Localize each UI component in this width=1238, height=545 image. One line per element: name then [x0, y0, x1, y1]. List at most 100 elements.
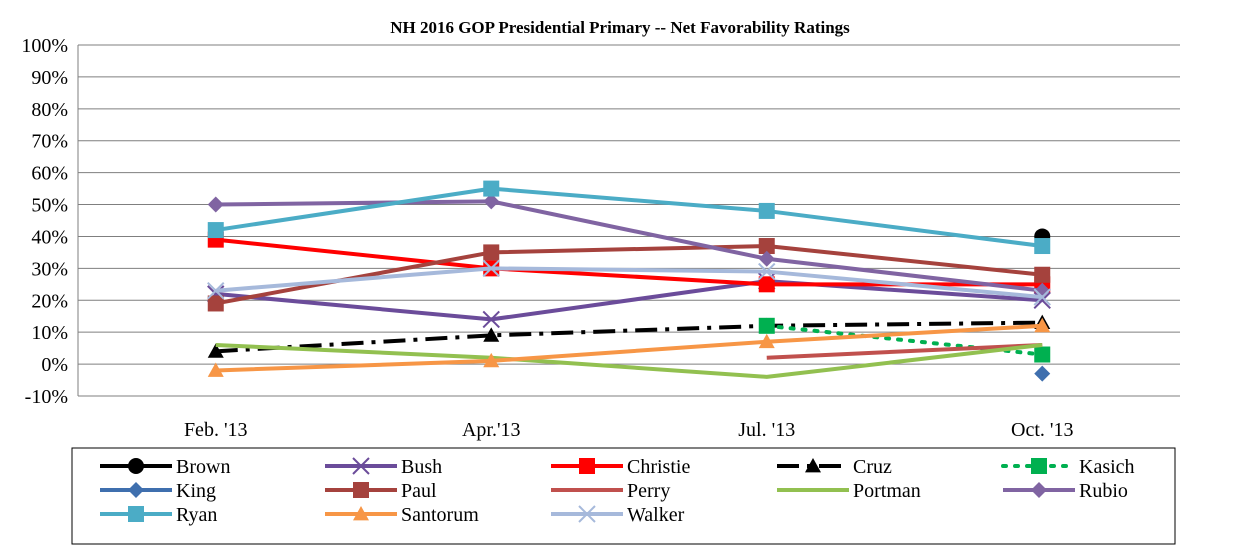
point-marker	[1034, 266, 1051, 283]
y-tick-label: 100%	[21, 35, 68, 57]
legend-item-cruz: Cruz	[777, 456, 892, 478]
series-line-portman	[215, 342, 1043, 379]
y-axis-ticks: -10% 0% 10% 20% 30% 40% 50% 60% 70% 80% 90% 100%	[21, 35, 68, 408]
legend-item-portman: Portman	[777, 480, 921, 502]
y-tick-label: 20%	[31, 290, 68, 312]
point-marker	[1034, 282, 1051, 299]
point-marker	[353, 482, 369, 498]
point-marker	[483, 244, 500, 261]
y-tick-label: -10%	[25, 386, 68, 408]
y-tick-label: 90%	[31, 67, 68, 89]
point-marker	[353, 506, 369, 521]
series-line-perry	[766, 342, 1043, 360]
legend-label: Santorum	[401, 504, 479, 526]
series-santorum	[207, 317, 1051, 377]
legend-item-paul: Paul	[325, 480, 437, 502]
legend-item-brown: Brown	[100, 456, 230, 478]
legend-item-perry: Perry	[551, 480, 670, 502]
point-marker	[207, 196, 224, 213]
legend-label: Kasich	[1079, 456, 1135, 478]
legend-label: Portman	[853, 480, 921, 502]
y-tick-label: 60%	[31, 163, 68, 185]
point-marker	[128, 482, 144, 498]
point-marker	[579, 458, 595, 474]
series-line-cruz	[215, 320, 1043, 354]
point-marker	[758, 317, 775, 334]
point-marker	[207, 222, 224, 239]
point-marker	[1031, 458, 1047, 474]
legend: Brown Bush Christie Cruz Kasich King Paul Perry…	[100, 456, 1135, 526]
series-perry	[766, 342, 1043, 360]
point-marker	[758, 276, 775, 293]
point-marker	[352, 457, 370, 475]
legend-item-ryan: Ryan	[100, 504, 217, 526]
point-marker	[128, 506, 144, 522]
point-marker	[483, 352, 500, 368]
legend-label: Paul	[401, 480, 437, 502]
legend-item-santorum: Santorum	[325, 504, 479, 526]
legend-label: Christie	[627, 456, 690, 478]
point-marker	[1034, 238, 1051, 255]
point-marker	[207, 343, 224, 358]
chart-title: NH 2016 GOP Presidential Primary -- Net …	[390, 18, 850, 37]
point-marker	[483, 180, 500, 197]
y-tick-label: 70%	[31, 131, 68, 153]
x-tick-label: Feb. '13	[184, 419, 248, 441]
series-line-ryan	[215, 186, 1043, 249]
series-rubio	[207, 193, 1051, 299]
legend-label: Ryan	[176, 504, 217, 526]
point-marker	[578, 505, 596, 523]
series-portman	[215, 342, 1043, 379]
legend-label: King	[176, 480, 216, 502]
series-walker	[207, 259, 1051, 306]
legend-label: Bush	[401, 456, 442, 478]
legend-label: Cruz	[853, 456, 892, 478]
point-marker	[758, 333, 775, 349]
point-marker	[1034, 346, 1051, 363]
x-tick-label: Apr.'13	[462, 419, 521, 441]
series-group	[207, 180, 1051, 382]
point-marker	[758, 202, 775, 219]
point-marker	[483, 327, 500, 342]
point-marker	[482, 259, 500, 278]
point-marker	[805, 458, 821, 473]
legend-item-bush: Bush	[325, 456, 442, 478]
legend-item-rubio: Rubio	[1003, 480, 1128, 502]
point-marker	[207, 281, 225, 300]
x-axis-ticks: Feb. '13 Apr.'13 Jul. '13 Oct. '13	[184, 419, 1074, 441]
y-tick-label: 0%	[41, 354, 68, 376]
grid	[77, 44, 1180, 397]
legend-label: Rubio	[1079, 480, 1128, 502]
legend-item-christie: Christie	[551, 456, 690, 478]
point-marker	[1034, 317, 1051, 333]
series-line-bush	[215, 279, 1043, 322]
y-tick-label: 50%	[31, 195, 68, 217]
series-line-rubio	[215, 199, 1043, 293]
y-tick-label: 80%	[31, 99, 68, 121]
point-marker	[207, 362, 224, 377]
y-tick-label: 40%	[31, 226, 68, 248]
x-tick-label: Jul. '13	[738, 419, 795, 441]
point-marker	[207, 295, 224, 312]
point-marker	[483, 193, 500, 210]
point-marker	[758, 250, 775, 267]
series-line-santorum	[215, 323, 1043, 373]
point-marker	[1034, 365, 1051, 382]
legend-item-kasich: Kasich	[1001, 456, 1135, 478]
series-line-walker	[215, 266, 1043, 300]
point-marker	[1033, 288, 1051, 306]
series-king	[1034, 365, 1051, 382]
legend-label: Perry	[627, 480, 670, 502]
legend-label: Walker	[627, 504, 685, 526]
point-marker	[128, 458, 144, 474]
point-marker	[1031, 482, 1047, 498]
series-ryan	[207, 180, 1051, 255]
legend-label: Brown	[176, 456, 230, 478]
y-tick-label: 30%	[31, 258, 68, 280]
legend-item-king: King	[100, 480, 216, 502]
y-tick-label: 10%	[31, 322, 68, 344]
x-tick-label: Oct. '13	[1011, 419, 1073, 441]
legend-box	[71, 447, 1176, 545]
point-marker	[758, 238, 775, 255]
